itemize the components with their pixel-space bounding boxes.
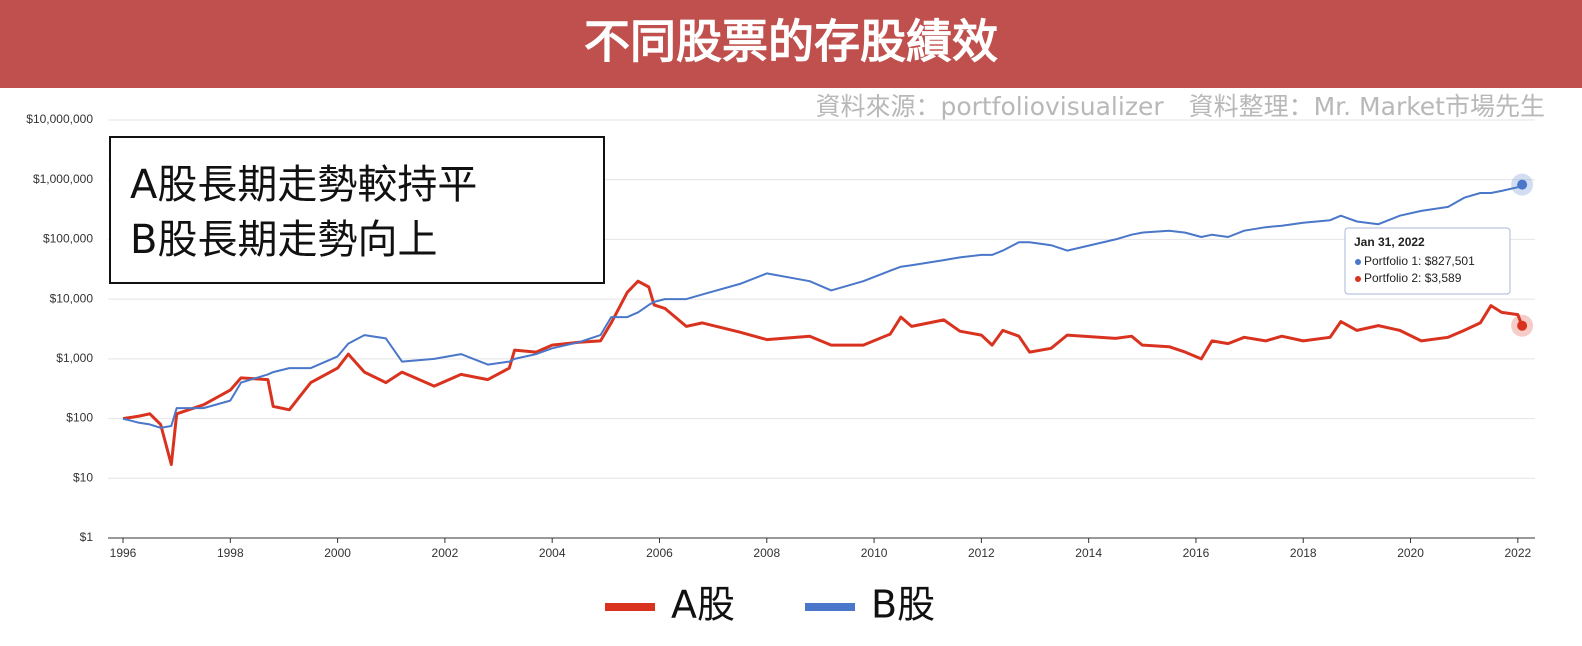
y-tick-label: $1,000 [56,351,93,365]
x-tick-label: 2006 [646,546,673,560]
legend-label: A股 [671,583,735,627]
end-point [1517,320,1528,331]
y-tick-label: $1 [80,530,94,544]
header-band [0,0,1582,88]
x-tick-label: 2022 [1504,546,1531,560]
x-tick-label: 2012 [968,546,995,560]
source-note: 資料來源：portfoliovisualizer 資料整理：Mr. Market… [815,92,1545,121]
x-tick-label: 2008 [753,546,780,560]
x-tick-label: 2000 [324,546,351,560]
annotation-text: A股長期走勢較持平 [130,162,477,208]
end-point [1517,179,1528,190]
tooltip-item: Portfolio 2: $3,589 [1364,271,1462,285]
y-tick-label: $10 [73,470,93,484]
y-tick-label: $100 [66,411,93,425]
y-tick-label: $10,000 [50,291,94,305]
series-line [122,279,1524,466]
tooltip: Jan 31, 2022 Portfolio 1: $827,501 Portf… [1344,227,1511,295]
x-tick-label: 2010 [861,546,888,560]
x-tick-label: 1998 [217,546,244,560]
x-tick-label: 2014 [1075,546,1102,560]
tooltip-date: Jan 31, 2022 [1354,235,1425,249]
tooltip-dot [1355,276,1361,282]
y-tick-label: $100,000 [43,232,93,246]
x-tick-label: 2018 [1290,546,1317,560]
tooltip-box [1344,227,1511,295]
annotation-box [109,136,605,284]
y-tick-label: $1,000,000 [33,172,93,186]
legend-label: B股 [871,583,935,627]
annotation-text: B股長期走勢向上 [130,217,437,263]
header-title: 不同股票的存股績效 [584,15,998,69]
x-tick-label: 2020 [1397,546,1424,560]
tooltip-item: Portfolio 1: $827,501 [1364,254,1475,268]
x-tick-label: 2004 [539,546,566,560]
tooltip-dot [1355,259,1361,265]
y-tick-label: $10,000,000 [26,112,93,126]
x-tick-label: 2002 [432,546,459,560]
x-tick-label: 1996 [110,546,137,560]
series-line [122,183,1523,429]
x-tick-label: 2016 [1183,546,1210,560]
